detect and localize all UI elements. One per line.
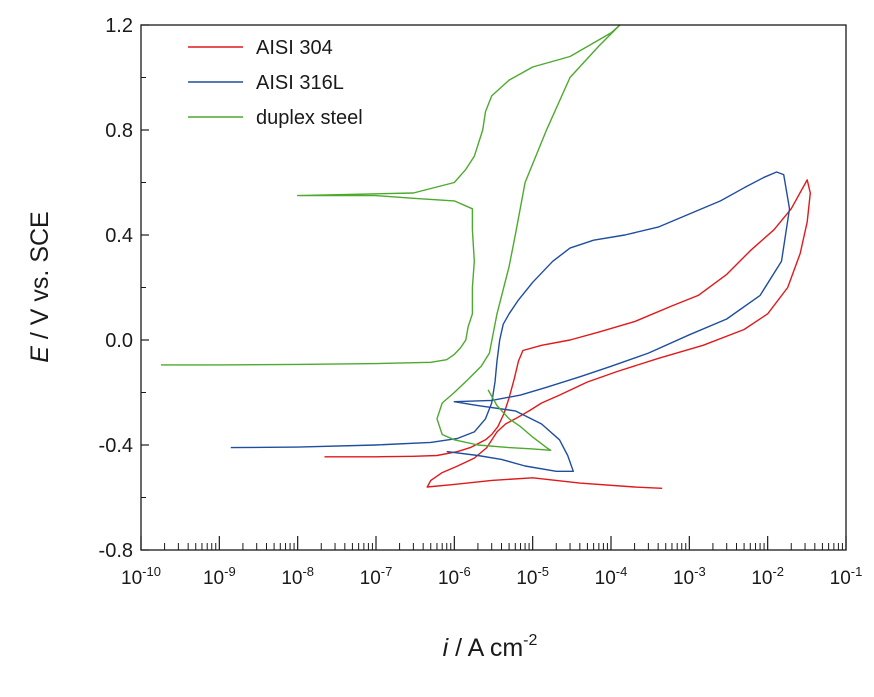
legend-label: duplex steel: [256, 107, 363, 129]
x-tick-label: 10-6: [438, 564, 471, 589]
axis-ticks: [140, 24, 847, 551]
x-tick-label: 10-9: [203, 564, 236, 589]
legend: AISI 304 AISI 316L duplex steel: [188, 37, 363, 129]
series-line-1: [324, 179, 811, 489]
legend-label: AISI 304: [256, 37, 333, 59]
curves-layer: [161, 24, 811, 489]
y-tick-label: 0.8: [105, 120, 133, 142]
x-tick-label: 10-4: [595, 564, 628, 589]
y-tick-labels: 1.2 0.8 0.4 0.0 -0.4 -0.8: [99, 15, 133, 562]
y-axis-title: E / V vs. SCE: [26, 211, 54, 362]
x-axis-title-unit: / A cm: [448, 634, 523, 662]
series-line-3: [161, 24, 621, 451]
plot-frame: [140, 24, 847, 551]
x-tick-label: 10-3: [673, 564, 706, 589]
x-tick-labels: 10-10 10-9 10-8 10-7 10-6 10-5 10-4 10-3 10-2 10-…: [121, 564, 862, 589]
x-axis-title-variable: i: [443, 634, 450, 662]
x-tick-label: 10-5: [516, 564, 549, 589]
y-tick-label: -0.8: [99, 540, 133, 562]
y-tick-label: 1.2: [105, 15, 133, 37]
y-tick-label: 0.0: [105, 330, 133, 352]
x-axis-title-exponent: -2: [523, 632, 537, 649]
y-tick-label: -0.4: [99, 435, 133, 457]
x-tick-label: 10-2: [751, 564, 784, 589]
x-axis-title: i / A cm-2: [443, 632, 538, 662]
y-axis-title-unit: / V vs. SCE: [26, 211, 54, 346]
legend-label: AISI 316L: [256, 72, 344, 94]
series-line-2: [230, 171, 791, 472]
x-tick-label: 10-10: [121, 564, 161, 589]
x-tick-label: 10-1: [830, 564, 863, 589]
y-axis-title-variable: E: [26, 346, 54, 363]
y-tick-label: 0.4: [105, 225, 133, 247]
x-tick-label: 10-8: [281, 564, 314, 589]
x-tick-label: 10-7: [360, 564, 393, 589]
